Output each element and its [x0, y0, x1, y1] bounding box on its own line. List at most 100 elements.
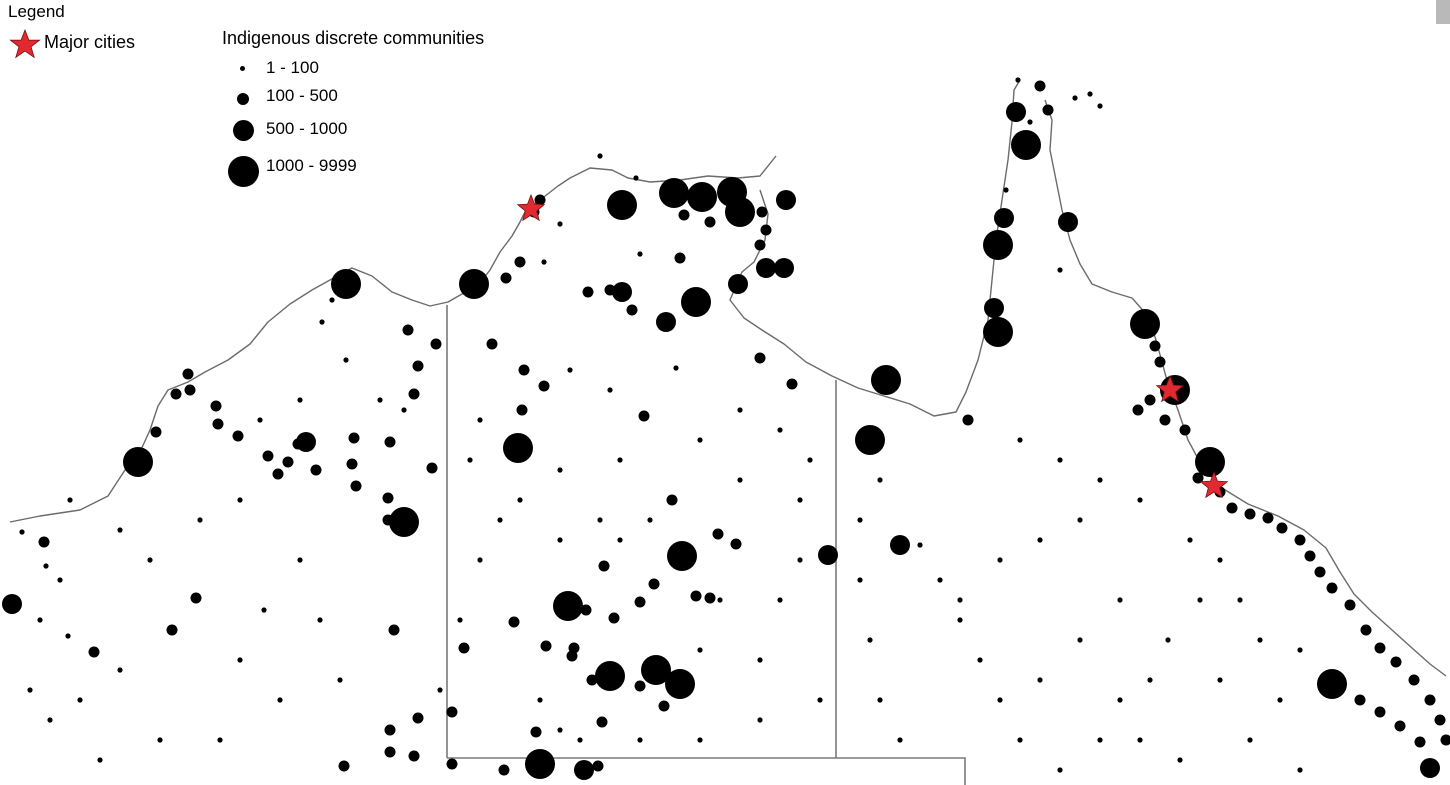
community-dot — [730, 538, 742, 550]
community-dot — [697, 647, 703, 653]
community-dot — [817, 697, 823, 703]
community-dot — [659, 178, 689, 208]
community-dot — [337, 677, 343, 683]
community-dot — [37, 617, 43, 623]
community-dot — [237, 497, 243, 503]
community-dot — [1097, 103, 1103, 109]
legend-class-label: 100 - 500 — [266, 86, 338, 105]
community-dot — [319, 319, 325, 325]
community-dot — [331, 269, 361, 299]
state-borders — [446, 305, 966, 785]
community-dot — [1424, 694, 1436, 706]
community-dot — [1154, 356, 1166, 368]
community-dot — [818, 545, 838, 565]
community-dot — [384, 746, 396, 758]
community-dot — [1177, 757, 1183, 763]
community-dot — [43, 563, 49, 569]
community-dot — [1072, 95, 1078, 101]
community-dot — [498, 764, 510, 776]
community-dot — [592, 760, 604, 772]
community-dot — [638, 410, 650, 422]
community-dot — [1027, 119, 1033, 125]
community-dot — [957, 597, 963, 603]
community-dot — [257, 417, 263, 423]
community-dot — [1217, 677, 1223, 683]
community-dot — [1034, 80, 1046, 92]
community-dot — [310, 464, 322, 476]
community-dot — [197, 517, 203, 523]
community-dot — [1304, 550, 1316, 562]
community-dot — [47, 717, 53, 723]
community-dot — [1217, 557, 1223, 563]
community-dot — [1015, 77, 1021, 83]
community-dot — [1276, 522, 1288, 534]
community-dot — [1144, 394, 1156, 406]
community-dot — [486, 338, 498, 350]
community-dot — [170, 388, 182, 400]
small-dot-icon — [240, 66, 245, 71]
community-dot — [678, 209, 690, 221]
community-dot — [574, 760, 594, 780]
community-dot — [737, 477, 743, 483]
community-dot — [237, 657, 243, 663]
community-dot — [1011, 130, 1041, 160]
map-legend: Legend Major cities Indigenous discrete … — [8, 0, 568, 195]
star-icon — [9, 28, 41, 59]
scrollbar-thumb[interactable] — [1436, 0, 1450, 24]
community-dot — [617, 537, 623, 543]
community-dot — [458, 642, 470, 654]
community-dot — [674, 252, 686, 264]
community-dot — [598, 560, 610, 572]
community-dot — [426, 462, 438, 474]
community-dot — [150, 426, 162, 438]
community-dot — [292, 438, 304, 450]
community-dot — [754, 352, 766, 364]
community-dot — [1006, 102, 1026, 122]
community-dot — [983, 317, 1013, 347]
community-dot — [608, 612, 620, 624]
community-dot — [537, 697, 543, 703]
community-dot — [597, 517, 603, 523]
community-dot — [338, 760, 350, 772]
community-dot — [1440, 734, 1450, 746]
community-dot — [877, 477, 883, 483]
community-dot — [262, 450, 274, 462]
community-dot — [446, 758, 458, 770]
community-dot — [350, 480, 362, 492]
community-dot — [994, 208, 1014, 228]
community-dot — [857, 517, 863, 523]
community-dot — [557, 537, 563, 543]
community-dot — [1017, 437, 1023, 443]
community-dot — [1262, 512, 1274, 524]
community-dot — [1414, 736, 1426, 748]
community-dot — [117, 527, 123, 533]
community-dot — [1057, 267, 1063, 273]
community-dot — [297, 557, 303, 563]
community-dot — [1179, 424, 1191, 436]
community-dot — [704, 592, 716, 604]
community-dot — [962, 414, 974, 426]
community-dot — [1354, 694, 1366, 706]
community-dot — [557, 221, 563, 227]
community-dot — [983, 230, 1013, 260]
community-dot — [166, 624, 178, 636]
community-dot — [408, 388, 420, 400]
community-dot — [648, 578, 660, 590]
community-dot — [1097, 477, 1103, 483]
community-dot — [1297, 647, 1303, 653]
community-dot — [541, 259, 547, 265]
community-dot — [88, 646, 100, 658]
community-dot — [557, 467, 563, 473]
major-city-star — [1155, 374, 1185, 403]
community-dot — [317, 617, 323, 623]
community-dot — [553, 591, 583, 621]
xlarge-dot-icon — [228, 156, 259, 187]
community-dot — [1165, 637, 1171, 643]
community-dot — [897, 737, 903, 743]
community-dot — [890, 535, 910, 555]
community-dot — [232, 430, 244, 442]
community-dot — [377, 397, 383, 403]
community-dot — [518, 364, 530, 376]
community-dot — [1344, 599, 1356, 611]
